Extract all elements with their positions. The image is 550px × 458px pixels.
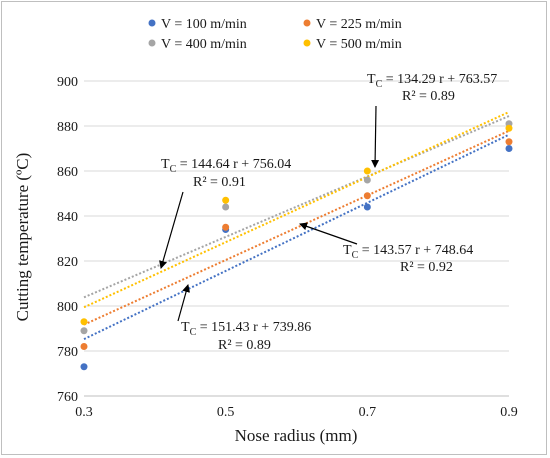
- legend-item-v100: V = 100 m/min: [148, 17, 247, 32]
- legend-label-v400: V = 400 m/min: [161, 37, 247, 52]
- annotation-eq-225-equation: TC = 143.57 r + 748.64: [343, 243, 473, 261]
- trendlines: [83, 111, 510, 341]
- annotation-eq-500-arrow: [159, 191, 184, 269]
- y-tick-label: 820: [57, 255, 78, 270]
- data-point-series-1: [363, 192, 371, 200]
- data-point-series-3: [80, 318, 88, 326]
- data-point-series-3: [505, 124, 513, 132]
- annotation-eq-400-arrow: [371, 105, 380, 168]
- annotation-eq-100-arrow: [177, 284, 190, 322]
- data-point-series-1: [505, 138, 513, 146]
- y-axis-label: Cutting temperature (ºC): [13, 153, 32, 322]
- legend-marker-v400: [148, 39, 156, 47]
- legend-label-v225: V = 225 m/min: [316, 17, 402, 32]
- data-point-series-3: [222, 196, 230, 204]
- y-tick-label: 760: [57, 390, 78, 405]
- y-tick-label: 860: [57, 165, 78, 180]
- data-point-series-1: [80, 343, 88, 350]
- trendline-series-0: [83, 133, 510, 341]
- data-point-series-2: [222, 203, 230, 211]
- legend-label-v100: V = 100 m/min: [161, 17, 247, 32]
- annotation-eq-100-equation: TC = 151.43 r + 739.86: [181, 320, 311, 338]
- annotation-eq-225: TC = 143.57 r + 748.64 R² = 0.92: [299, 222, 473, 275]
- trendline-series-3: [83, 111, 510, 309]
- y-tick-label: 780: [57, 345, 78, 360]
- data-point-series-3: [363, 167, 371, 175]
- data-point-series-0: [505, 145, 513, 152]
- legend: V = 100 m/min V = 225 m/min V = 400 m/mi…: [148, 17, 402, 52]
- legend-marker-v100: [148, 19, 156, 27]
- x-tick-label: 0.9: [500, 405, 518, 420]
- y-tick-label: 880: [57, 120, 78, 135]
- legend-marker-v225: [303, 19, 311, 27]
- y-tick-label: 900: [57, 75, 78, 90]
- legend-item-v500: V = 500 m/min: [303, 37, 402, 52]
- gridlines: [84, 80, 509, 352]
- x-tick-label: 0.5: [217, 405, 235, 420]
- trendline-series-1: [83, 129, 510, 326]
- annotation-eq-100-r2: R² = 0.89: [218, 338, 271, 353]
- trendline-series-2: [83, 115, 510, 299]
- y-tick-labels: 760 780 800 820 840 860 880 900: [57, 75, 78, 405]
- annotation-eq-500-r2: R² = 0.91: [193, 175, 246, 190]
- x-tick-label: 0.7: [359, 405, 377, 420]
- annotation-eq-100: TC = 151.43 r + 739.86 R² = 0.89: [177, 284, 311, 353]
- y-tick-label: 800: [57, 300, 78, 315]
- data-point-series-1: [222, 223, 230, 231]
- legend-marker-v500: [303, 39, 311, 47]
- y-tick-label: 840: [57, 210, 78, 225]
- legend-item-v225: V = 225 m/min: [303, 17, 402, 32]
- annotation-eq-400: TC = 134.29 r + 763.57 R² = 0.89: [367, 72, 497, 168]
- legend-label-v500: V = 500 m/min: [316, 37, 402, 52]
- data-point-series-2: [80, 327, 88, 335]
- x-axis-label: Nose radius (mm): [235, 426, 358, 445]
- x-tick-label: 0.3: [75, 405, 93, 420]
- x-tick-labels: 0.3 0.5 0.7 0.9: [75, 405, 518, 420]
- data-point-series-2: [363, 176, 371, 184]
- data-point-series-0: [80, 363, 88, 371]
- annotation-eq-400-r2: R² = 0.89: [402, 89, 455, 104]
- annotation-eq-500: TC = 144.64 r + 756.04 R² = 0.91: [159, 157, 291, 269]
- annotation-eq-225-r2: R² = 0.92: [400, 260, 453, 275]
- annotation-eq-225-arrow: [299, 222, 358, 245]
- data-point-series-0: [363, 203, 371, 211]
- annotation-eq-500-equation: TC = 144.64 r + 756.04: [161, 157, 291, 175]
- legend-item-v400: V = 400 m/min: [148, 37, 247, 52]
- data-points: [80, 120, 513, 371]
- annotation-eq-400-equation: TC = 134.29 r + 763.57: [367, 72, 497, 90]
